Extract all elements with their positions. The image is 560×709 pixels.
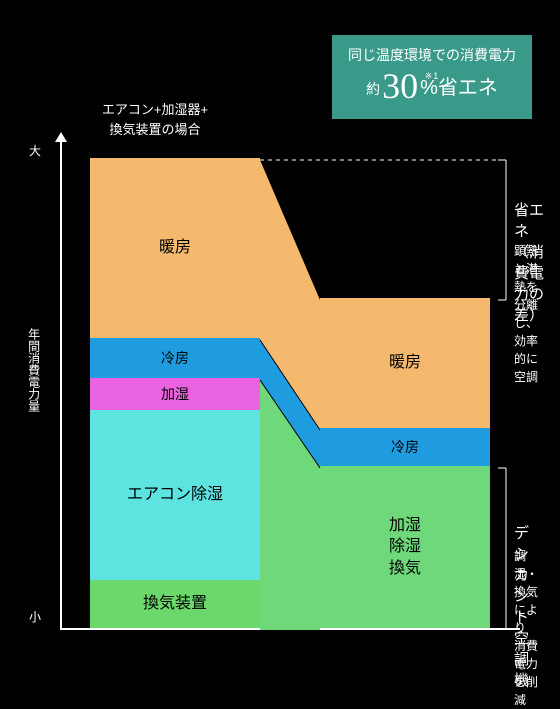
segment-heating: 暖房 xyxy=(90,158,260,338)
col-header-left: エアコン+加湿器+ 換気装置の場合 xyxy=(55,100,255,139)
col-header-left-text: エアコン+加湿器+ 換気装置の場合 xyxy=(102,102,208,137)
segment-humidify: 加湿 xyxy=(90,378,260,410)
y-axis xyxy=(60,140,62,630)
segment-heating: 暖房 xyxy=(320,298,490,428)
badge-footnote: ※1 xyxy=(425,71,440,82)
column-right: 暖房冷房加湿 除湿 換気 xyxy=(320,298,490,628)
badge-suffix: 省エネ xyxy=(438,77,498,99)
badge-approx: 約 xyxy=(366,81,380,97)
segment-combined: 加湿 除湿 換気 xyxy=(320,466,490,628)
y-label-mid: 年間消費電力量 xyxy=(25,290,41,450)
y-axis-arrow xyxy=(55,132,67,142)
segment-ventilator: 換気装置 xyxy=(90,580,260,628)
energy-saving-badge: 同じ温度環境での消費電力 ※1 約30%省エネ xyxy=(332,35,532,119)
column-left: 暖房冷房加湿エアコン除湿換気装置 xyxy=(90,158,260,628)
badge-value: 30 xyxy=(380,66,420,106)
bottom-label-sub: 調湿・換気により 消費電力を削減 xyxy=(514,547,538,709)
segment-cooling: 冷房 xyxy=(320,428,490,466)
segment-cooling: 冷房 xyxy=(90,338,260,378)
x-axis xyxy=(60,628,520,630)
y-label-top: 大 xyxy=(25,144,45,160)
y-label-bottom: 小 xyxy=(25,610,45,626)
segment-dehumid_ac: エアコン除湿 xyxy=(90,410,260,580)
chart-area: 大 年間消費電力量 小 暖房冷房加湿エアコン除湿換気装置 暖房冷房加湿 除湿 換… xyxy=(60,140,520,630)
gap-label-sub: 顕熱と潜熱を分離し、 効率的に空調 xyxy=(514,242,538,386)
badge-line1: 同じ温度環境での消費電力 xyxy=(348,45,516,65)
